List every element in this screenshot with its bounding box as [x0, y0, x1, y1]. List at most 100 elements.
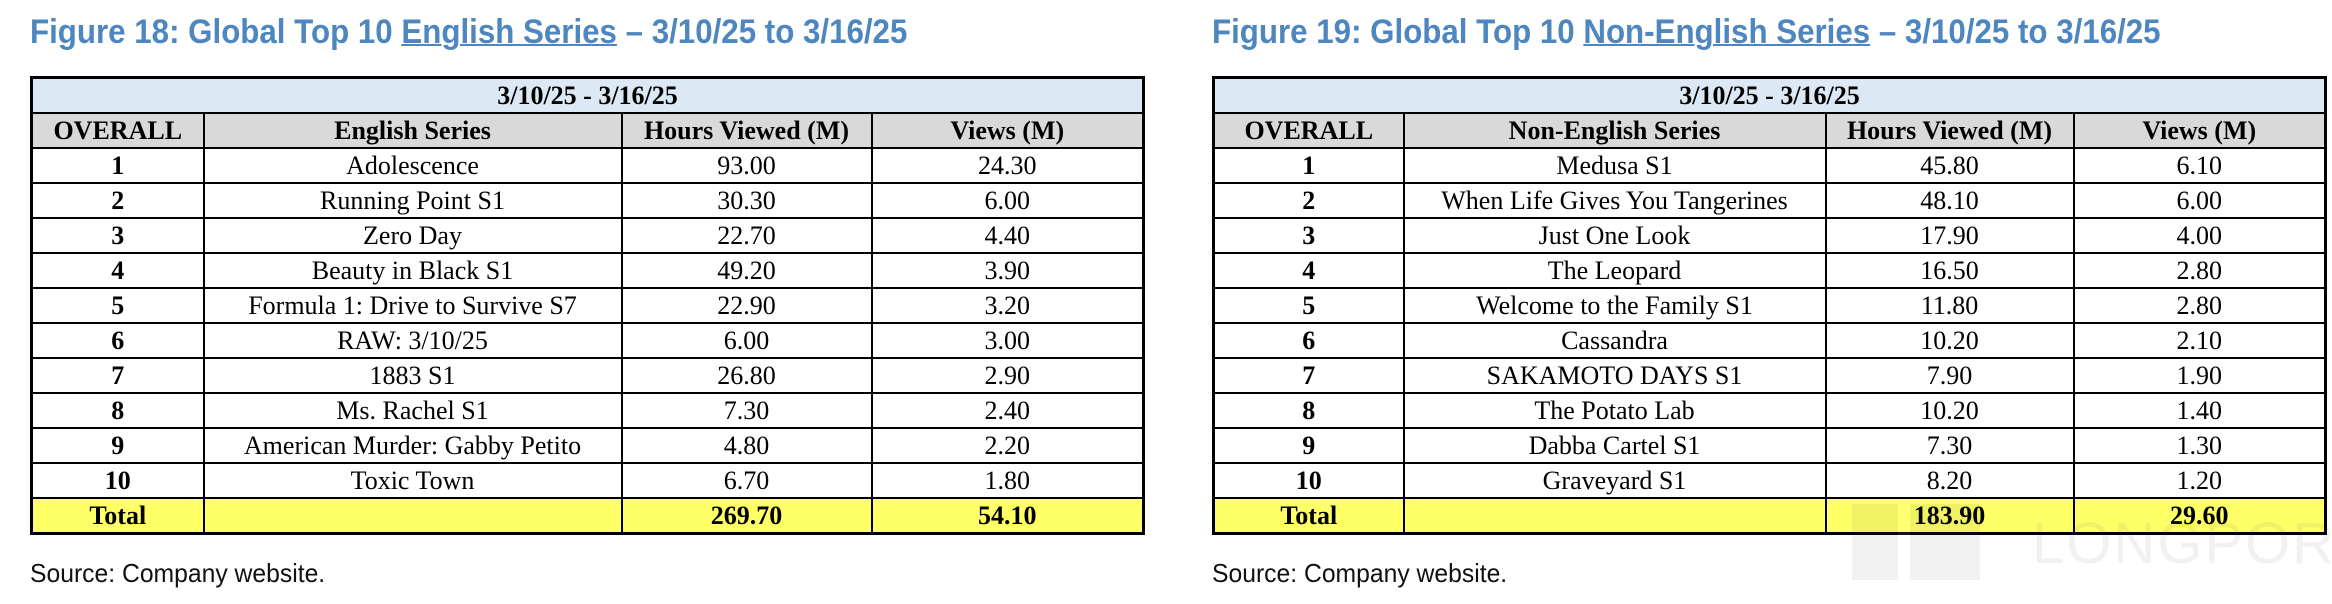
series-name-cell: When Life Gives You Tangerines — [1402, 182, 1827, 219]
series-name-cell: RAW: 3/10/25 — [202, 322, 623, 359]
hours-viewed-cell: 93.00 — [620, 147, 873, 184]
table-row: 5 Formula 1: Drive to Survive S7 22.90 3.20 — [30, 287, 1145, 324]
table-row: 6 Cassandra 10.20 2.10 — [1212, 322, 2327, 359]
total-row: Total 269.70 54.10 — [30, 497, 1145, 535]
series-name-cell: Adolescence — [202, 147, 623, 184]
series-name-cell: 1883 S1 — [202, 357, 623, 394]
views-cell: 6.00 — [870, 182, 1145, 219]
rank-cell: 7 — [30, 357, 205, 394]
table-row: 5 Welcome to the Family S1 11.80 2.80 — [1212, 287, 2327, 324]
total-label: Total — [1212, 497, 1405, 535]
views-cell: 2.90 — [870, 357, 1145, 394]
table-row: 9 Dabba Cartel S1 7.30 1.30 — [1212, 427, 2327, 464]
rank-cell: 3 — [30, 217, 205, 254]
hours-viewed-cell: 30.30 — [620, 182, 873, 219]
hours-viewed-cell: 8.20 — [1824, 462, 2075, 499]
views-cell: 1.30 — [2072, 427, 2327, 464]
rank-cell: 8 — [30, 392, 205, 429]
hours-viewed-cell: 7.30 — [620, 392, 873, 429]
series-name-cell: The Leopard — [1402, 252, 1827, 289]
rank-cell: 9 — [30, 427, 205, 464]
views-cell: 3.20 — [870, 287, 1145, 324]
series-name-cell: Medusa S1 — [1402, 147, 1827, 184]
series-name-cell: The Potato Lab — [1402, 392, 1827, 429]
column-header-hours: Hours Viewed (M) — [620, 112, 873, 149]
source-note: Source: Company website. — [30, 558, 326, 588]
column-header-views: Views (M) — [870, 112, 1145, 149]
views-cell: 6.00 — [2072, 182, 2327, 219]
hours-viewed-cell: 49.20 — [620, 252, 873, 289]
rank-cell: 1 — [30, 147, 205, 184]
views-cell: 3.00 — [870, 322, 1145, 359]
rank-cell: 2 — [30, 182, 205, 219]
rank-cell: 10 — [30, 462, 205, 499]
table-row: 1 Medusa S1 45.80 6.10 — [1212, 147, 2327, 184]
series-name-cell: Graveyard S1 — [1402, 462, 1827, 499]
total-row: Total 183.90 29.60 — [1212, 497, 2327, 535]
total-series-cell — [1402, 497, 1827, 535]
column-header-series: English Series — [202, 112, 623, 149]
column-header-overall: OVERALL — [1212, 112, 1405, 149]
non-english-series-table: 3/10/25 - 3/16/25 OVERALL Non-English Se… — [1212, 76, 2327, 535]
series-name-cell: Beauty in Black S1 — [202, 252, 623, 289]
table-row: 4 The Leopard 16.50 2.80 — [1212, 252, 2327, 289]
table-row: 3 Just One Look 17.90 4.00 — [1212, 217, 2327, 254]
hours-viewed-cell: 26.80 — [620, 357, 873, 394]
rank-cell: 6 — [1212, 322, 1405, 359]
table-row: 2 Running Point S1 30.30 6.00 — [30, 182, 1145, 219]
figure-title: Figure 18: Global Top 10 English Series … — [30, 13, 908, 51]
rank-cell: 5 — [30, 287, 205, 324]
rank-cell: 2 — [1212, 182, 1405, 219]
hours-viewed-cell: 4.80 — [620, 427, 873, 464]
total-views: 54.10 — [870, 497, 1145, 535]
total-hours: 269.70 — [620, 497, 873, 535]
figure-18-panel: Figure 18: Global Top 10 English Series … — [30, 0, 1145, 588]
views-cell: 4.00 — [2072, 217, 2327, 254]
total-series-cell — [202, 497, 623, 535]
hours-viewed-cell: 10.20 — [1824, 392, 2075, 429]
column-header-series: Non-English Series — [1402, 112, 1827, 149]
table-row: 1 Adolescence 93.00 24.30 — [30, 147, 1145, 184]
hours-viewed-cell: 10.20 — [1824, 322, 2075, 359]
total-views: 29.60 — [2072, 497, 2327, 535]
rank-cell: 8 — [1212, 392, 1405, 429]
date-range-header: 3/10/25 - 3/16/25 — [30, 76, 1145, 114]
rank-cell: 4 — [1212, 252, 1405, 289]
table-row: 7 SAKAMOTO DAYS S1 7.90 1.90 — [1212, 357, 2327, 394]
views-cell: 1.90 — [2072, 357, 2327, 394]
views-cell: 3.90 — [870, 252, 1145, 289]
english-series-table: 3/10/25 - 3/16/25 OVERALL English Series… — [30, 76, 1145, 535]
views-cell: 24.30 — [870, 147, 1145, 184]
hours-viewed-cell: 17.90 — [1824, 217, 2075, 254]
series-name-cell: Cassandra — [1402, 322, 1827, 359]
total-hours: 183.90 — [1824, 497, 2075, 535]
series-name-cell: American Murder: Gabby Petito — [202, 427, 623, 464]
views-cell: 2.80 — [2072, 287, 2327, 324]
series-name-cell: Dabba Cartel S1 — [1402, 427, 1827, 464]
hours-viewed-cell: 22.90 — [620, 287, 873, 324]
views-cell: 1.20 — [2072, 462, 2327, 499]
table-row: 10 Toxic Town 6.70 1.80 — [30, 462, 1145, 499]
table-row: 9 American Murder: Gabby Petito 4.80 2.20 — [30, 427, 1145, 464]
views-cell: 2.10 — [2072, 322, 2327, 359]
views-cell: 4.40 — [870, 217, 1145, 254]
rank-cell: 3 — [1212, 217, 1405, 254]
series-name-cell: Just One Look — [1402, 217, 1827, 254]
rank-cell: 10 — [1212, 462, 1405, 499]
views-cell: 6.10 — [2072, 147, 2327, 184]
hours-viewed-cell: 22.70 — [620, 217, 873, 254]
table-row: 10 Graveyard S1 8.20 1.20 — [1212, 462, 2327, 499]
table-row: 4 Beauty in Black S1 49.20 3.90 — [30, 252, 1145, 289]
table-row: 6 RAW: 3/10/25 6.00 3.00 — [30, 322, 1145, 359]
series-name-cell: Zero Day — [202, 217, 623, 254]
hours-viewed-cell: 16.50 — [1824, 252, 2075, 289]
rank-cell: 9 — [1212, 427, 1405, 464]
source-note: Source: Company website. — [1212, 558, 1508, 588]
views-cell: 2.80 — [2072, 252, 2327, 289]
series-name-cell: SAKAMOTO DAYS S1 — [1402, 357, 1827, 394]
rank-cell: 4 — [30, 252, 205, 289]
series-name-cell: Formula 1: Drive to Survive S7 — [202, 287, 623, 324]
figure-title: Figure 19: Global Top 10 Non-English Ser… — [1212, 13, 2161, 51]
column-header-hours: Hours Viewed (M) — [1824, 112, 2075, 149]
table-row: 3 Zero Day 22.70 4.40 — [30, 217, 1145, 254]
